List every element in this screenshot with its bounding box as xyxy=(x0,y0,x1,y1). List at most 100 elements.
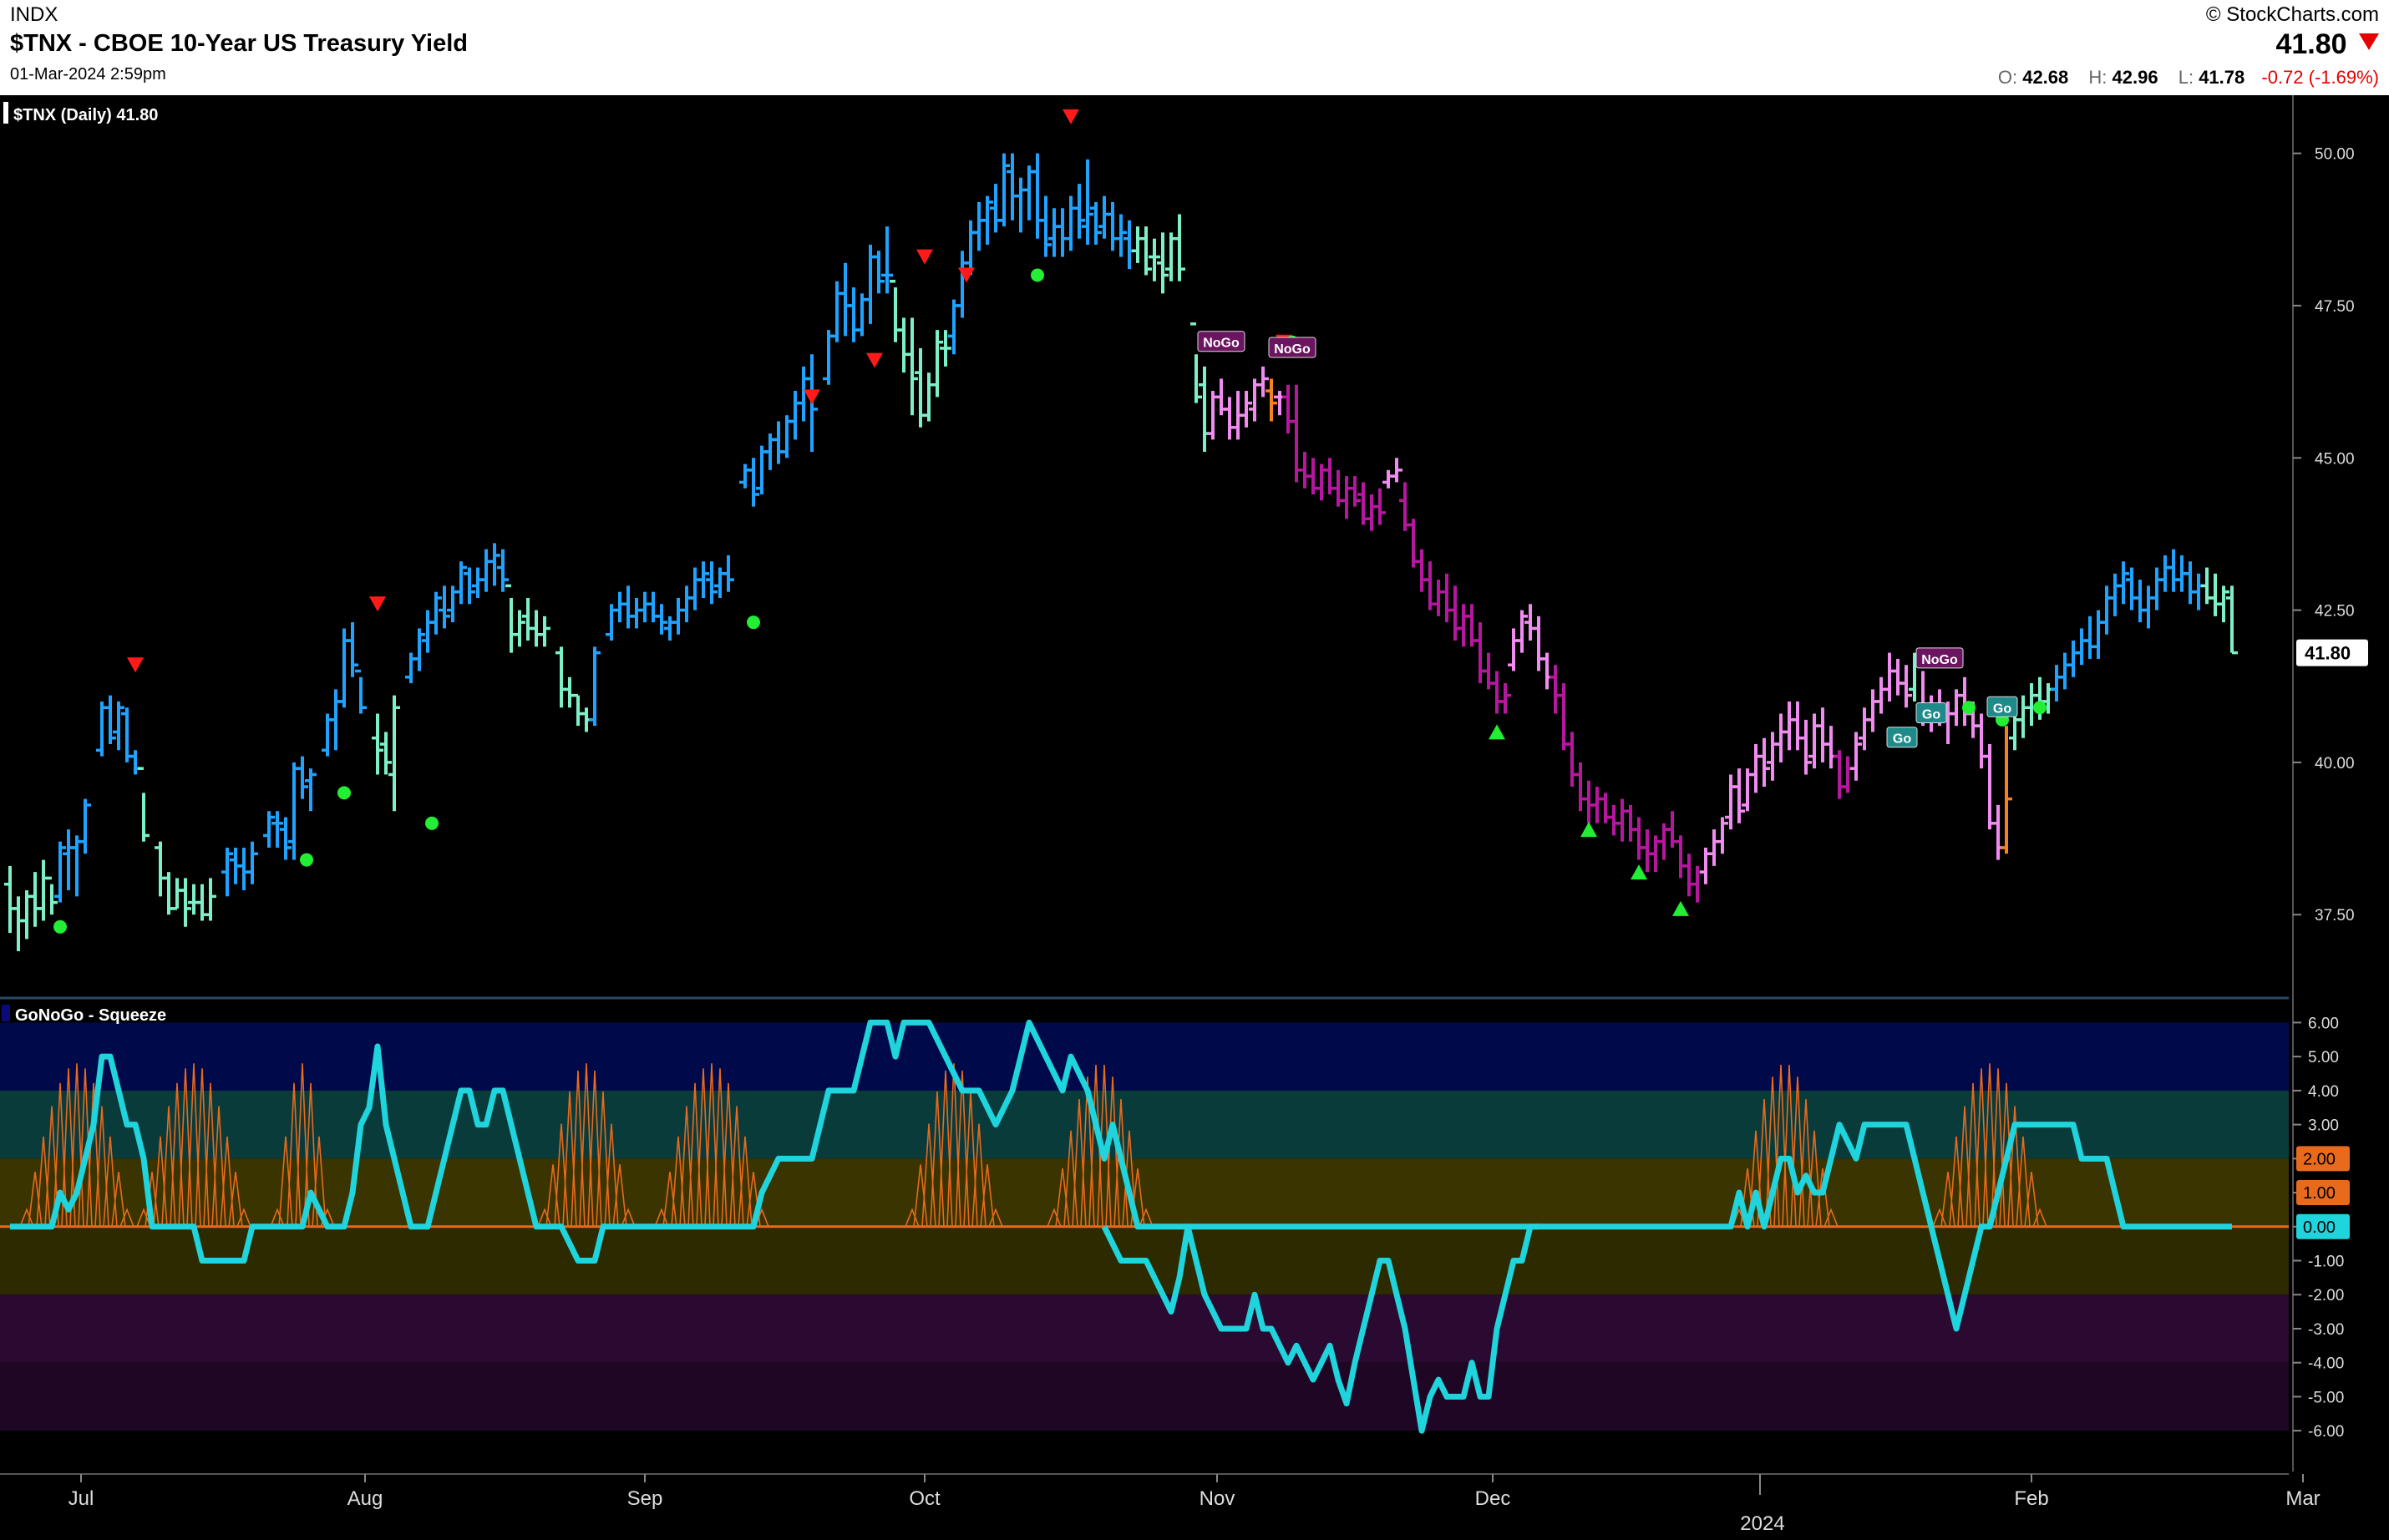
price-bar xyxy=(1040,195,1052,257)
down-triangle-marker xyxy=(866,352,883,368)
squeeze-spike xyxy=(28,1172,43,1227)
price-bar xyxy=(439,585,450,629)
chart-header: INDX $TNX - CBOE 10-Year US Treasury Yie… xyxy=(0,0,2389,95)
squeeze-spike xyxy=(270,1208,285,1228)
squeeze-spikes xyxy=(19,1063,134,1228)
y-tick-label: 50.00 xyxy=(2315,146,2355,164)
squeeze-spike xyxy=(687,1082,702,1227)
price-bar xyxy=(1073,184,1085,239)
x-tick-label: Sep xyxy=(627,1487,663,1510)
squeeze-spike xyxy=(662,1172,677,1227)
price-bar xyxy=(1391,458,1402,483)
price-bar xyxy=(1349,476,1361,507)
squeeze-spike xyxy=(1757,1099,1772,1227)
price-bar xyxy=(79,798,91,854)
osc-y-tick-label: 3.00 xyxy=(2308,1117,2339,1135)
squeeze-spike xyxy=(287,1082,302,1227)
price-bar xyxy=(873,251,885,294)
price-bar xyxy=(748,458,759,507)
price-bar xyxy=(263,811,275,848)
nogo-label: NoGo xyxy=(1268,337,1316,358)
dot-marker xyxy=(425,816,439,830)
label-text: NoGo xyxy=(1274,342,1311,357)
exchange-label: INDX xyxy=(10,3,58,26)
squeeze-spike xyxy=(19,1208,34,1228)
x-tick-label: Jul xyxy=(68,1487,94,1510)
price-bar xyxy=(246,841,258,884)
osc-y-tick-label: 6.00 xyxy=(2308,1015,2339,1032)
squeeze-spike xyxy=(111,1172,126,1227)
y-tick-label: 47.50 xyxy=(2315,298,2355,316)
price-bar xyxy=(372,713,383,775)
go-label: Go xyxy=(1986,696,2018,717)
dot-marker xyxy=(300,853,313,867)
squeeze-spike xyxy=(1047,1208,1062,1228)
price-bar xyxy=(697,561,709,598)
osc-value-flag xyxy=(2296,1213,2350,1239)
squeeze-spike xyxy=(1965,1082,1981,1227)
last-price: 41.80 xyxy=(2275,28,2347,60)
osc-value-flag-label: 2.00 xyxy=(2303,1150,2336,1168)
y-tick-label: 45.00 xyxy=(2315,450,2355,468)
label-box xyxy=(1268,337,1316,358)
dot-marker xyxy=(1962,701,1976,715)
squeeze-spike xyxy=(2016,1136,2031,1227)
squeeze-spike xyxy=(1063,1130,1078,1227)
label-text: Go xyxy=(1993,702,2011,716)
x-tick-label: Mar xyxy=(2285,1487,2320,1510)
chart-title: $TNX - CBOE 10-Year US Treasury Yield xyxy=(10,30,469,57)
oscillator-band xyxy=(0,1090,2289,1159)
price-bar xyxy=(1140,226,1152,276)
price-bar xyxy=(413,628,425,671)
open-value: 42.68 xyxy=(2022,67,2069,88)
squeeze-spikes xyxy=(136,1063,251,1228)
chart-date: 01-Mar-2024 2:59pm xyxy=(10,65,166,84)
osc-value-flag xyxy=(2296,1180,2350,1206)
low-value: 41.78 xyxy=(2199,67,2245,88)
up-triangle-marker xyxy=(1580,822,1597,838)
dot-marker xyxy=(337,786,351,800)
oscillator-panel: GoNoGo - Squeeze 6.00 5.00 4.00 3.00 2.00 1.00… xyxy=(0,1002,2350,1472)
squeeze-spike xyxy=(36,1136,51,1227)
label-box xyxy=(1986,696,2018,717)
squeeze-spike xyxy=(2032,1208,2047,1228)
price-bar xyxy=(1115,214,1127,257)
oscillator-line xyxy=(10,1019,2232,1332)
label-box xyxy=(1915,702,1947,724)
oscillator-line xyxy=(1101,1223,1539,1434)
y-tick-label: 42.50 xyxy=(2315,603,2355,621)
squeeze-spike xyxy=(980,1164,995,1227)
squeeze-spike xyxy=(738,1136,753,1227)
price-bar xyxy=(1374,488,1386,525)
y-tick-label: 40.00 xyxy=(2315,755,2355,773)
price-bar xyxy=(2218,585,2229,623)
brand-label[interactable]: © StockCharts.com xyxy=(2205,3,2379,26)
squeeze-spikes xyxy=(1932,1063,2047,1228)
dot-marker xyxy=(2033,701,2047,715)
go-label: Go xyxy=(1886,727,1918,748)
oscillator-band xyxy=(0,1294,2289,1363)
price-bar xyxy=(380,732,392,775)
price-bar xyxy=(2226,585,2238,655)
price-bar xyxy=(113,701,124,751)
squeeze-spike xyxy=(1055,1168,1070,1227)
price-bar xyxy=(2001,726,2012,854)
osc-value-flag-label: 1.00 xyxy=(2303,1184,2336,1203)
osc-value-flag-label: 0.00 xyxy=(2303,1218,2336,1237)
price-bar xyxy=(514,610,525,647)
x-tick-label: Feb xyxy=(2014,1487,2048,1510)
osc-value-flag xyxy=(2296,1146,2350,1172)
price-bar xyxy=(998,153,1010,227)
up-triangle-marker xyxy=(1631,864,1647,880)
squeeze-spike xyxy=(1122,1130,1137,1227)
squeeze-spikes xyxy=(654,1063,769,1228)
squeeze-spike xyxy=(562,1091,577,1227)
squeeze-spike xyxy=(988,1208,1003,1228)
down-triangle-marker xyxy=(127,657,144,673)
go-label: Go xyxy=(1915,702,1947,724)
x-tick-label: Oct xyxy=(909,1487,941,1510)
squeeze-spike xyxy=(671,1136,686,1227)
oscillator-band xyxy=(0,1022,2289,1091)
high-value: 42.96 xyxy=(2112,67,2158,88)
